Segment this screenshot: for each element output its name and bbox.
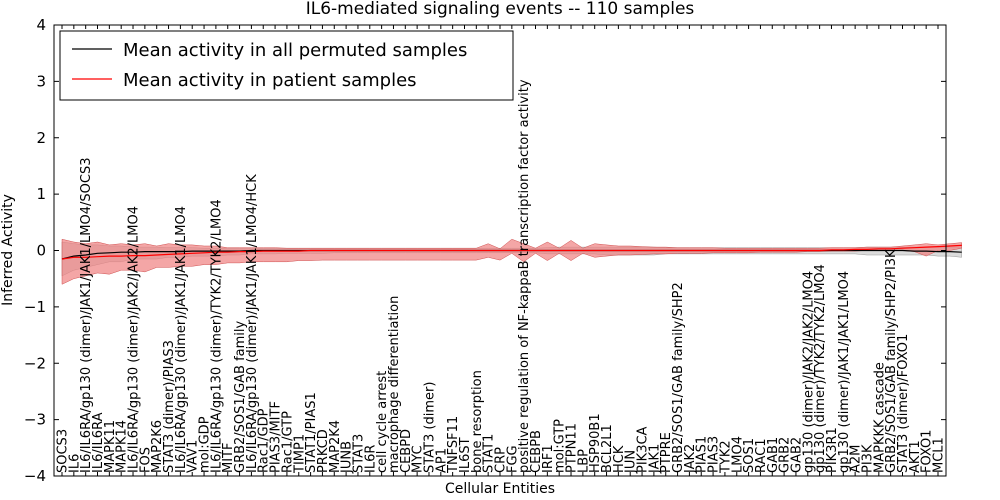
y-tick-label: 0 bbox=[36, 242, 46, 260]
x-axis-label: Cellular Entities bbox=[445, 481, 555, 497]
x-tick-label: HCK bbox=[612, 445, 627, 473]
x-tick-label: PIK3CA bbox=[636, 426, 651, 473]
x-tick-label: PTPN11 bbox=[565, 423, 580, 473]
x-tick-label: MCL1 bbox=[932, 437, 947, 473]
x-tick-label: MAPK14 bbox=[115, 420, 130, 473]
x-tick-label: gp130 (dimer)/TYK2/TYK2/LMO4 bbox=[813, 264, 828, 473]
x-tick-label: PI3K bbox=[861, 444, 876, 473]
y-tick-label: 1 bbox=[36, 185, 46, 203]
x-tick-label: FOS bbox=[138, 447, 153, 473]
x-tick-label: JUNB bbox=[340, 441, 355, 474]
x-tick-label: GAB1 bbox=[766, 437, 781, 473]
chart-title: IL6-mediated signaling events -- 110 sam… bbox=[306, 0, 695, 19]
x-tick-label: HSP90B1 bbox=[588, 413, 603, 473]
patient-mean-line bbox=[61, 244, 962, 260]
x-tick-label: GRB2/SOS1/GAB family/SHP2/PI3K bbox=[884, 249, 899, 473]
x-tick-label: cell cycle arrest bbox=[375, 371, 390, 473]
x-tick-label: MITF bbox=[221, 443, 236, 473]
x-tick-label: BCL2L1 bbox=[600, 424, 615, 473]
x-tick-label: gp130 (dimer)/JAK2/JAK2/LMO4 bbox=[801, 271, 816, 473]
x-tick-label: MAPKKK cascade bbox=[872, 362, 887, 473]
x-tick-label: bone resorption bbox=[470, 370, 485, 473]
x-tick-label: LMO4 bbox=[730, 436, 745, 473]
y-tick-label: −2 bbox=[24, 354, 46, 372]
x-tick-label: Rac1/GDP bbox=[257, 408, 272, 473]
x-tick-label: PTPRE bbox=[659, 432, 674, 473]
x-tick-label: PIK3R1 bbox=[825, 427, 840, 473]
x-tick-label: gp130 (dimer)/JAK1/JAK1/LMO4 bbox=[837, 271, 852, 473]
patient-line bbox=[61, 244, 962, 260]
x-tick-label: STAT3 (dimer)/FOXO1 bbox=[896, 334, 911, 473]
x-tick-label: CRP bbox=[494, 447, 509, 473]
x-tick-label: A2M bbox=[849, 445, 864, 473]
y-axis-ticks: 4 3 2 1 0 −1 −2 −3 −4 bbox=[24, 16, 946, 485]
x-tick-label: STAT1/PIAS1 bbox=[304, 392, 319, 473]
x-tick-label: IL6/IL6RA/gp130 (dimer)/JAK2/JAK2/LMO4 bbox=[127, 206, 142, 473]
x-tick-label: mol:GTP bbox=[553, 419, 568, 473]
x-tick-label: STAT1 bbox=[482, 434, 497, 473]
plot-frame bbox=[53, 24, 947, 477]
x-tick-label: positive regulation of NF-kappaB transcr… bbox=[517, 79, 532, 473]
x-tick-label: CEBPD bbox=[399, 429, 414, 473]
x-tick-label: RAC1 bbox=[754, 438, 769, 473]
x-tick-label: IL6/IL6RA bbox=[91, 412, 106, 473]
x-tick-label: IL6/IL6RA/gp130 (dimer)/JAK1/JAK1/LMO4/S… bbox=[79, 158, 94, 473]
legend-permuted-label: Mean activity in all permuted samples bbox=[123, 40, 467, 61]
legend: Mean activity in all permuted samples Me… bbox=[59, 30, 514, 101]
y-tick-label: 2 bbox=[36, 129, 46, 147]
x-tick-label: MAP2K4 bbox=[328, 420, 343, 473]
x-tick-label: CEBPB bbox=[529, 430, 544, 473]
x-tick-label: TYK2 bbox=[718, 440, 733, 474]
x-tick-label: PIAS1 bbox=[695, 436, 710, 473]
y-tick-label: −1 bbox=[24, 298, 46, 316]
x-tick-label: PRKCD bbox=[316, 429, 331, 473]
x-tick-label: PIAS3 bbox=[707, 436, 722, 473]
y-tick-label: 4 bbox=[36, 16, 46, 34]
x-tick-label: IL6 bbox=[67, 454, 82, 473]
x-tick-label: MAPK11 bbox=[103, 420, 118, 473]
y-tick-label: −3 bbox=[24, 411, 46, 429]
y-tick-label: 3 bbox=[36, 72, 46, 90]
x-tick-label: IL6/IL6RA/gp130 (dimer)/TYK2/TYK2/LMO4 bbox=[209, 199, 224, 473]
x-tick-label: SOS1 bbox=[742, 438, 757, 473]
x-tick-label: IL6/IL6RA/gp130 (dimer)/JAK1/JAK1/LMO4 bbox=[174, 206, 189, 473]
x-tick-label: JAK2 bbox=[683, 444, 698, 474]
x-tick-label: FOXO1 bbox=[920, 430, 935, 473]
x-tick-label: JUN bbox=[624, 450, 639, 474]
x-tick-label: GRB2/SOS1/GAB family/SHP2 bbox=[671, 282, 686, 473]
x-tick-label: GRB2/SOS1/GAB family bbox=[233, 320, 248, 473]
x-tick-label: SOCS3 bbox=[56, 429, 71, 473]
x-tick-label: FGG bbox=[505, 445, 520, 473]
x-tick-label: PIAS3/MITF bbox=[269, 401, 284, 473]
y-axis-label: Inferred Activity bbox=[0, 194, 16, 306]
legend-box bbox=[59, 30, 514, 101]
x-tick-label: AP1 bbox=[434, 448, 449, 473]
x-tick-label: LBP bbox=[576, 449, 591, 473]
x-tick-label: macrophage differentiation bbox=[387, 296, 402, 473]
x-tick-label: TNFSF11 bbox=[446, 416, 461, 474]
x-tick-label: IL6R bbox=[363, 445, 378, 473]
x-tick-label: JAK1 bbox=[647, 444, 662, 474]
legend-patient-label: Mean activity in patient samples bbox=[123, 70, 417, 91]
x-tick-label: IRF1 bbox=[541, 444, 556, 473]
x-tick-label: VAV1 bbox=[186, 440, 201, 473]
x-tick-label: AKT1 bbox=[908, 440, 923, 473]
x-tick-label: TIMP1 bbox=[292, 434, 307, 474]
x-tick-label: MAP2K6 bbox=[150, 420, 165, 473]
x-tick-label: STAT3 bbox=[351, 434, 366, 473]
x-tick-label: Rac1/GTP bbox=[280, 411, 295, 473]
x-tick-label: STAT3 (dimer)/PIAS3 bbox=[162, 340, 177, 473]
y-tick-label: −4 bbox=[24, 467, 46, 485]
x-tick-label: IL6/IL6RA/gp130 (dimer)/JAK1/JAK1/LMO4/H… bbox=[245, 174, 260, 473]
x-tick-label: IL6ST bbox=[458, 437, 473, 473]
x-tick-label: GRB2 bbox=[778, 437, 793, 473]
x-tick-label: MYC bbox=[411, 445, 426, 473]
x-tick-label: mol:GDP bbox=[198, 416, 213, 473]
x-tick-label: STAT3 (dimer) bbox=[423, 382, 438, 473]
x-tick-label: GAB2 bbox=[789, 437, 804, 473]
